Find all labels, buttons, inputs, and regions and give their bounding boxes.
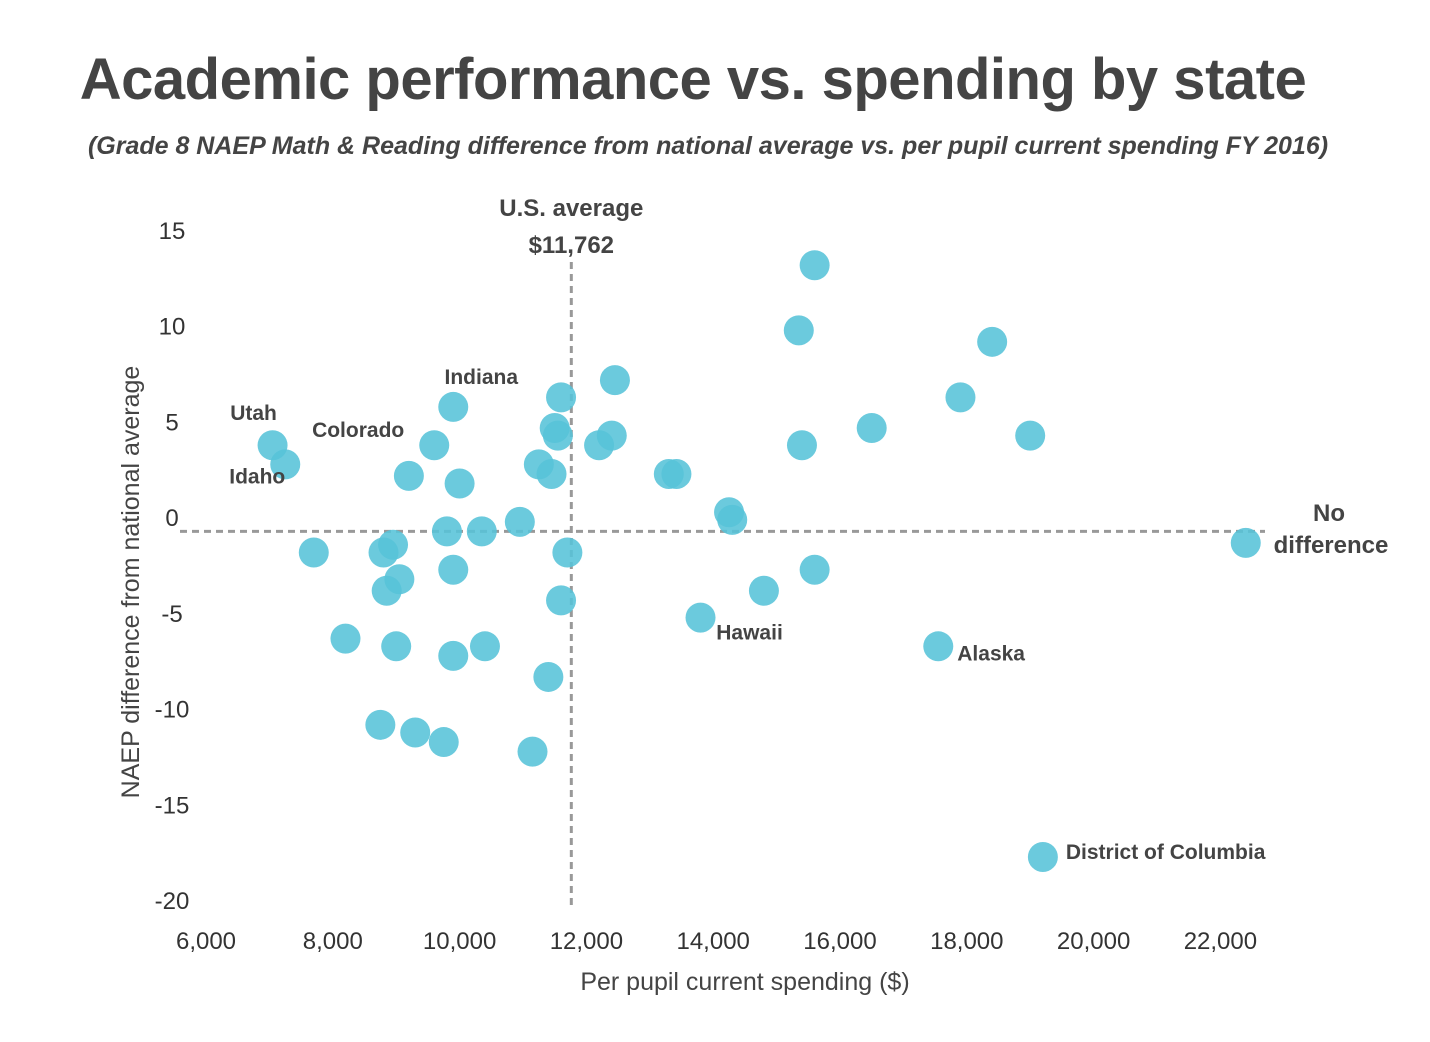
y-axis-title: NAEP difference from national average	[117, 366, 145, 799]
x-axis-ticks: 6,000 8,000 10,000 12,000 14,000 16,000 18,000…	[176, 928, 1257, 955]
data-point	[599, 365, 630, 396]
data-point	[368, 537, 399, 568]
data-point	[661, 458, 692, 489]
x-tick-label: 16,000	[803, 928, 876, 955]
data-point	[546, 585, 577, 616]
data-point	[536, 458, 567, 489]
x-axis-title: Per pupil current spending ($)	[580, 968, 909, 996]
data-point	[1027, 841, 1058, 872]
chart-subtitle: (Grade 8 NAEP Math & Reading difference …	[87, 132, 1329, 160]
no-difference-label-line2: difference	[1274, 532, 1389, 559]
state-label: Indiana	[445, 366, 519, 389]
state-label: District of Columbia	[1066, 841, 1266, 864]
x-tick-label: 18,000	[930, 928, 1003, 955]
data-point	[783, 315, 814, 346]
data-point	[977, 326, 1008, 357]
data-point	[444, 468, 475, 499]
data-point	[438, 640, 469, 671]
data-point	[856, 412, 887, 443]
data-point	[438, 554, 469, 585]
x-tick-label: 10,000	[423, 928, 496, 955]
us-average-value: $11,762	[529, 232, 614, 259]
data-point	[799, 554, 830, 585]
data-point	[1230, 527, 1261, 558]
data-point	[945, 382, 976, 413]
x-tick-label: 14,000	[676, 928, 749, 955]
data-point	[330, 623, 361, 654]
data-point	[381, 631, 412, 662]
reference-lines	[180, 262, 1265, 905]
data-point	[517, 736, 548, 767]
y-tick-label: 5	[165, 409, 178, 436]
data-point	[799, 250, 830, 281]
state-label: Idaho	[229, 465, 285, 488]
data-point	[533, 661, 564, 692]
data-point	[923, 631, 954, 662]
x-tick-label: 6,000	[176, 928, 236, 955]
data-point	[685, 602, 716, 633]
y-axis-ticks: 15 10 5 0 -5 -10 -15 -20	[155, 218, 190, 915]
y-tick-label: -20	[155, 888, 190, 915]
data-point	[400, 717, 431, 748]
y-tick-label: 10	[159, 314, 186, 341]
y-tick-label: 0	[165, 505, 178, 532]
data-point	[298, 537, 329, 568]
chart-title: Academic performance vs. spending by sta…	[79, 47, 1307, 112]
data-point	[365, 709, 396, 740]
data-point	[546, 382, 577, 413]
data-point	[504, 506, 535, 537]
x-tick-label: 20,000	[1057, 928, 1130, 955]
data-point	[748, 575, 779, 606]
y-tick-label: -5	[161, 601, 182, 628]
data-point	[1015, 420, 1046, 451]
data-point	[371, 575, 402, 606]
y-tick-label: -15	[155, 792, 190, 819]
x-tick-label: 12,000	[550, 928, 623, 955]
data-point	[552, 537, 583, 568]
data-point	[438, 391, 469, 422]
us-average-label: U.S. average	[499, 195, 643, 222]
state-label: Alaska	[957, 642, 1025, 665]
data-point	[393, 460, 424, 491]
no-difference-label-line1: No	[1313, 500, 1345, 527]
y-tick-label: 15	[159, 218, 186, 245]
state-label: Utah	[230, 402, 277, 425]
data-point	[270, 449, 301, 480]
data-point	[469, 631, 500, 662]
data-point	[717, 504, 748, 535]
state-label: Hawaii	[716, 622, 783, 645]
x-tick-label: 22,000	[1184, 928, 1257, 955]
state-labels: Indiana Colorado Utah Idaho Hawaii Alaska Dist…	[229, 366, 1265, 864]
data-point	[419, 430, 450, 461]
data-points	[257, 250, 1261, 872]
data-point	[542, 420, 573, 451]
state-label: Colorado	[312, 419, 404, 442]
data-point	[428, 727, 459, 758]
data-point	[431, 516, 462, 547]
x-tick-label: 8,000	[303, 928, 363, 955]
data-point	[584, 430, 615, 461]
y-tick-label: -10	[155, 697, 190, 724]
data-point	[466, 516, 497, 547]
data-point	[786, 430, 817, 461]
